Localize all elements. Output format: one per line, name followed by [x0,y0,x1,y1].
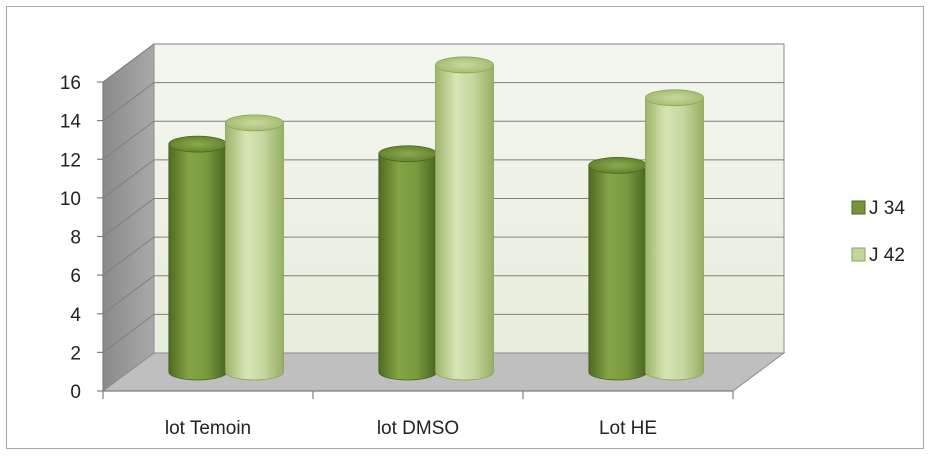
gridline-side [102,236,155,276]
bar-body [588,164,648,381]
gridline-side [102,43,155,83]
bar-body [378,153,438,381]
y-tick-label: 6 [70,266,81,287]
gridline-side [102,82,155,122]
legend-label: J 34 [869,198,905,219]
gridline-side [102,198,155,237]
x-axis: lot Temoin lot DMSO Lot HE [102,390,734,439]
bar-j42-2 [645,89,704,381]
bar-body [225,122,284,381]
y-tick-label: 2 [70,343,81,364]
legend: J 34 J 42 [851,198,905,266]
gridline-side [102,159,155,199]
legend-item: J 42 [851,245,905,266]
legend-item: J 34 [851,198,905,219]
legend-swatch [851,200,866,215]
x-category-label: Lot HE [599,418,657,439]
gridline-side [102,275,155,315]
x-category-label: lot Temoin [165,418,251,439]
bar-top [588,156,648,174]
y-tick-label: 16 [60,73,81,94]
y-axis: 0 2 4 6 8 10 12 14 16 [60,73,104,403]
x-category-label: lot DMSO [377,418,459,439]
y-tick-label: 4 [70,305,81,326]
bar-body [168,143,228,381]
legend-label: J 42 [869,245,905,266]
bar-top [168,135,228,153]
legend-swatch [851,247,866,262]
gridline-side [102,313,155,353]
bar-body [645,97,704,381]
y-tick-label: 8 [70,228,81,249]
y-tick-label: 0 [70,382,81,403]
bar-top [378,145,438,163]
y-tick-label: 10 [60,189,81,210]
bar-j34-2 [588,156,648,381]
bar-top [435,56,494,74]
bar-j34-0 [168,135,228,381]
bar-j42-0 [225,114,284,381]
bar-top [225,114,284,132]
bar-j34-1 [378,145,438,381]
y-tick-label: 12 [60,150,81,171]
gridline-side [102,120,155,160]
bar-top [645,89,704,107]
bar-body [435,64,494,381]
bar-j42-1 [435,56,494,381]
y-tick-label: 14 [60,112,82,133]
bars [168,56,704,381]
